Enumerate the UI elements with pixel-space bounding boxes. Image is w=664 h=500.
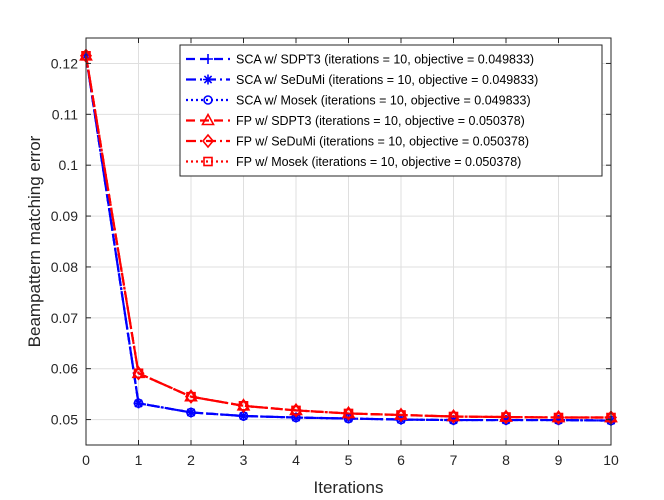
y-tick-label: 0.07 <box>51 310 78 326</box>
data-point-marker <box>553 412 564 423</box>
series-line <box>84 55 611 419</box>
data-point-marker <box>186 407 196 418</box>
legend-entry-label: SCA w/ Mosek (iterations = 10, objective… <box>236 94 531 108</box>
y-tick-label: 0.1 <box>59 157 79 173</box>
legend-entry-label: FP w/ SeDuMi (iterations = 10, objective… <box>236 135 529 149</box>
y-tick-label: 0.05 <box>51 412 78 428</box>
data-point-marker <box>291 412 301 423</box>
legend-entry-label: FP w/ SDPT3 (iterations = 10, objective … <box>236 114 525 128</box>
series-line <box>84 55 612 422</box>
x-tick-label: 9 <box>555 452 563 468</box>
data-point-marker <box>553 415 564 426</box>
data-point-marker <box>501 415 511 426</box>
data-point-marker <box>186 407 196 418</box>
legend-entry-label: SCA w/ SDPT3 (iterations = 10, objective… <box>236 53 534 67</box>
y-tick-label: 0.08 <box>51 259 78 275</box>
legend-box <box>179 44 603 177</box>
x-tick-label: 4 <box>292 452 300 468</box>
legend-marker <box>203 95 213 105</box>
legend-marker <box>203 74 213 85</box>
x-tick-label: 10 <box>603 452 619 468</box>
data-point-marker <box>238 411 249 422</box>
data-point-marker <box>343 408 354 419</box>
y-tick-label: 0.06 <box>51 361 78 377</box>
x-tick-label: 3 <box>240 452 248 468</box>
data-point-marker <box>448 411 459 422</box>
legend-entry-label: FP w/ Mosek (iterations = 10, objective … <box>236 155 521 169</box>
x-axis-label: Iterations <box>314 478 384 497</box>
legend-marker <box>203 54 213 64</box>
x-tick-label: 7 <box>450 452 458 468</box>
legend-marker <box>203 156 213 167</box>
series-line <box>84 55 611 419</box>
legend-entry-label: SCA w/ SeDuMi (iterations = 10, objectiv… <box>236 73 538 87</box>
x-tick-label: 8 <box>502 452 510 468</box>
y-tick-label: 0.09 <box>51 208 78 224</box>
legend-marker <box>201 112 215 126</box>
y-tick-label: 0.11 <box>52 106 78 122</box>
series-6 <box>81 51 616 423</box>
data-point-marker <box>396 410 406 420</box>
x-tick-label: 2 <box>187 452 195 468</box>
data-point-marker <box>186 391 196 402</box>
y-tick-label: 0.12 <box>51 55 78 71</box>
x-tick-label: 6 <box>397 452 405 468</box>
data-point-marker <box>133 398 144 409</box>
x-tick-label: 1 <box>135 452 143 468</box>
data-point-marker <box>133 368 144 379</box>
legend: SCA w/ SDPT3 (iterations = 10, objective… <box>179 44 603 177</box>
data-point-marker <box>238 401 249 411</box>
x-tick-label: 0 <box>82 452 90 468</box>
y-axis-label: Beampattern matching error <box>25 135 44 347</box>
x-tick-label: 5 <box>345 452 353 468</box>
data-point-marker <box>291 405 301 416</box>
data-point-marker <box>501 412 511 422</box>
legend-marker <box>201 133 215 149</box>
axis-ticks: 0 1 2 3 4 5 6 7 8 9 10 0.05 0.06 0.07 0.08 0.09 0.1 0.11 0… <box>51 38 619 468</box>
